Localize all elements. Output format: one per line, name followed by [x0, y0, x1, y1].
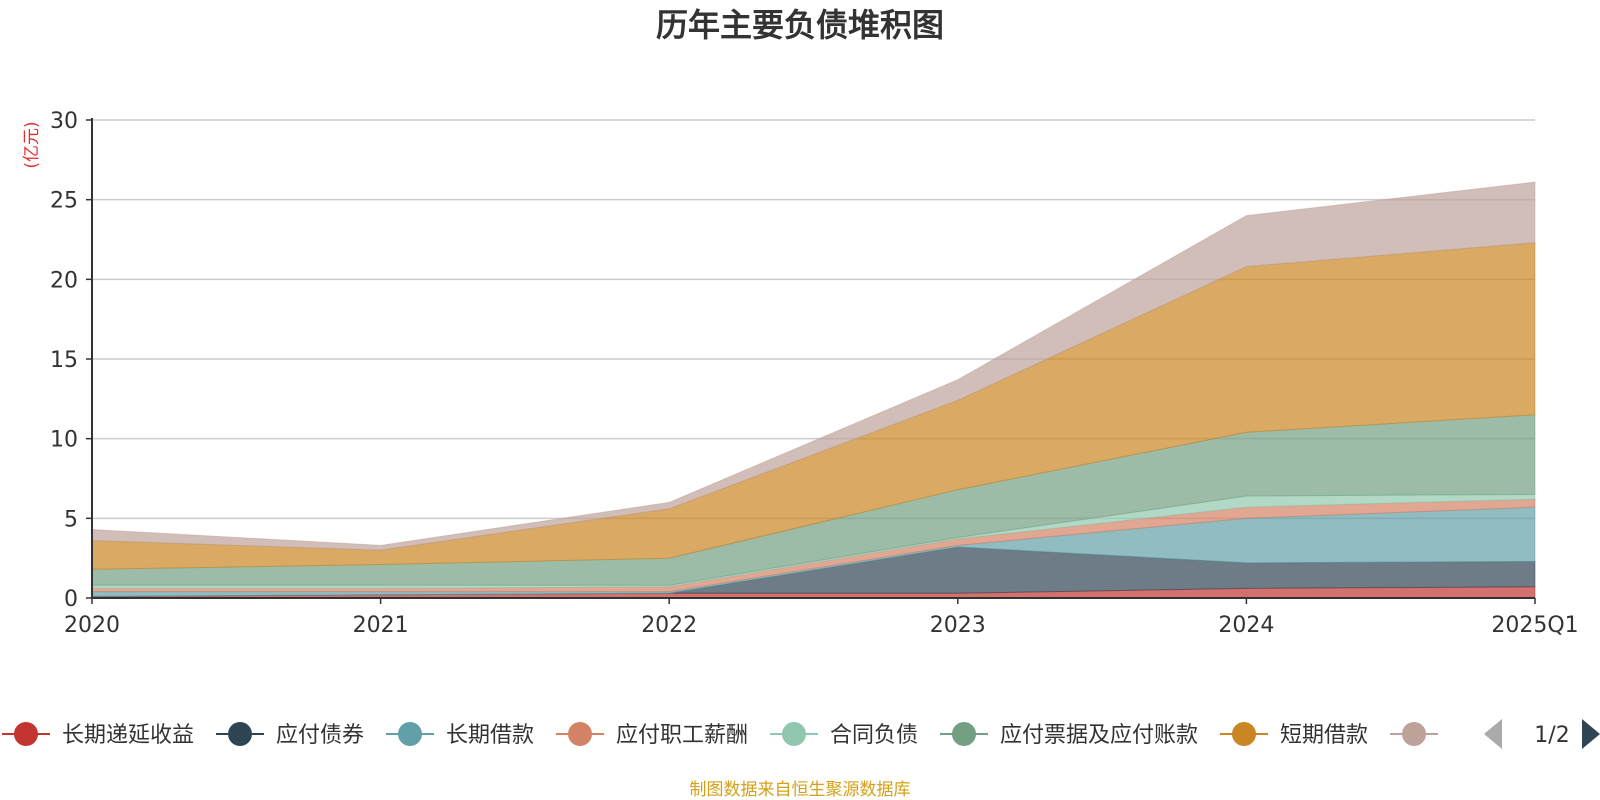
y-tick-label: 20	[50, 268, 78, 293]
legend-marker	[782, 722, 806, 746]
legend-label: 长期递延收益	[62, 723, 194, 748]
x-tick-label: 2020	[64, 613, 120, 638]
legend-marker	[14, 722, 38, 746]
y-axis-unit: (亿元)	[22, 121, 42, 168]
legend[interactable]: 长期递延收益 应付债券 长期借款 应付职工薪酬 合同负债 应付票据及应付账款 短期借款 1/2	[2, 719, 1600, 749]
legend-label: 长期借款	[446, 723, 534, 748]
legend-item-1[interactable]: 应付债券	[216, 722, 364, 748]
legend-marker	[568, 722, 592, 746]
area-series-7[interactable]	[91, 181, 1536, 551]
legend-label: 应付债券	[276, 723, 364, 748]
legend-item-2[interactable]: 长期借款	[386, 722, 534, 748]
legend-label: 短期借款	[1280, 723, 1368, 748]
x-tick-label: 2022	[641, 613, 697, 638]
source-note: 制图数据来自恒生聚源数据库	[690, 780, 911, 800]
axes: 0 5 10 15 20 25 30 2020 2021 2022 2023 2024 2025Q1	[50, 109, 1579, 638]
pager-text: 1/2	[1534, 723, 1569, 748]
legend-label: 应付票据及应付账款	[1000, 723, 1198, 748]
y-tick-label: 15	[50, 348, 78, 373]
x-tick-label: 2024	[1218, 613, 1274, 638]
legend-item-5[interactable]: 应付票据及应付账款	[940, 722, 1198, 748]
chart-title: 历年主要负债堆积图	[656, 6, 944, 44]
pager-prev-icon[interactable]	[1484, 719, 1502, 749]
legend-marker	[952, 722, 976, 746]
legend-label: 合同负债	[830, 723, 918, 748]
pager-next-icon[interactable]	[1582, 719, 1600, 749]
y-tick-label: 0	[64, 587, 78, 612]
x-tick-label: 2021	[353, 613, 409, 638]
legend-item-6[interactable]: 短期借款	[1220, 722, 1368, 748]
x-tick-label: 2025Q1	[1491, 613, 1578, 638]
legend-marker	[1402, 722, 1426, 746]
legend-item-4[interactable]: 合同负债	[770, 722, 918, 748]
stacked-areas	[91, 181, 1536, 599]
y-tick-label: 10	[50, 428, 78, 453]
legend-marker	[228, 722, 252, 746]
x-tick-label: 2023	[930, 613, 986, 638]
y-tick-label: 5	[64, 507, 78, 532]
y-tick-label: 25	[50, 189, 78, 214]
legend-item-3[interactable]: 应付职工薪酬	[556, 722, 748, 748]
legend-marker	[398, 722, 422, 746]
legend-label: 应付职工薪酬	[616, 723, 748, 748]
y-tick-label: 30	[50, 109, 78, 134]
legend-marker	[1232, 722, 1256, 746]
legend-item-0[interactable]: 长期递延收益	[2, 722, 194, 748]
legend-pager: 1/2	[1484, 719, 1600, 749]
legend-item-7[interactable]	[1390, 722, 1438, 746]
